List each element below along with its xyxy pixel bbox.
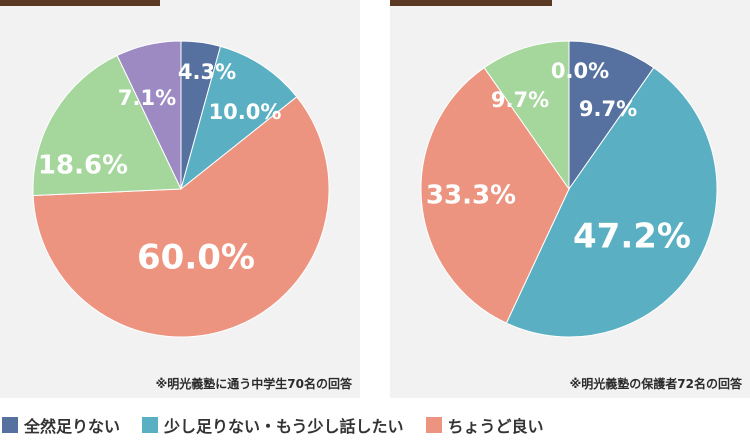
- slice-value-label: 9.7%: [491, 88, 549, 112]
- legend-label: 少し足りない・もう少し話したい: [164, 417, 404, 436]
- slice-value-label: 4.3%: [178, 60, 236, 84]
- pie-slice: [420, 67, 570, 324]
- legend-label: ちょうど良い: [447, 417, 544, 436]
- pie-slice: [568, 40, 655, 191]
- legend-swatch: [425, 417, 442, 433]
- legend-item: 少し足りない・もう少し話したい: [142, 413, 404, 437]
- pie-slice: [32, 96, 330, 338]
- student-chart-note: ※明光義塾に通う中学生70名の回答: [155, 377, 352, 391]
- student-chart-panel: 4.3% 10.0% 60.0% 18.6% 7.1% ※明光義塾に通う中学生70名の回…: [0, 0, 360, 398]
- legend-item: 全然足りない: [2, 413, 120, 437]
- panel-tab-bar: [390, 0, 552, 6]
- pie-slice: [483, 40, 570, 191]
- pie-slice: [116, 40, 182, 190]
- slice-value-label: 9.7%: [579, 97, 637, 121]
- slice-value-label: 60.0%: [137, 238, 255, 278]
- slice-value-label: 0.0%: [551, 59, 609, 83]
- legend-item: ちょうど良い: [425, 413, 544, 437]
- chart-legend: 全然足りない 少し足りない・もう少し話したい ちょうど良い: [0, 410, 750, 440]
- slice-value-label: 18.6%: [38, 151, 128, 181]
- slice-value-label: 7.1%: [118, 86, 176, 110]
- panel-tab-bar: [0, 0, 160, 6]
- parent-pie-chart: 0.0%9.7%47.2%33.3%9.7%: [420, 40, 718, 338]
- legend-swatch: [142, 417, 159, 433]
- legend-label: 全然足りない: [24, 417, 121, 436]
- pie-slice: [180, 45, 298, 191]
- parent-chart-note: ※明光義塾の保護者72名の回答: [569, 377, 742, 391]
- pie-slice: [32, 54, 182, 197]
- pie-slice: [505, 67, 718, 338]
- slice-value-label: 10.0%: [209, 100, 282, 124]
- slice-value-label: 33.3%: [426, 181, 516, 211]
- slice-value-label: 47.2%: [573, 217, 691, 257]
- parent-chart-panel: 0.0% 9.7% 47.2% 33.3% 9.7% ※明光義塾の保護者72名の回答: [390, 0, 750, 398]
- student-pie-chart: 4.3% 10.0% 60.0% 18.6% 7.1%: [32, 40, 330, 338]
- legend-swatch: [2, 417, 18, 433]
